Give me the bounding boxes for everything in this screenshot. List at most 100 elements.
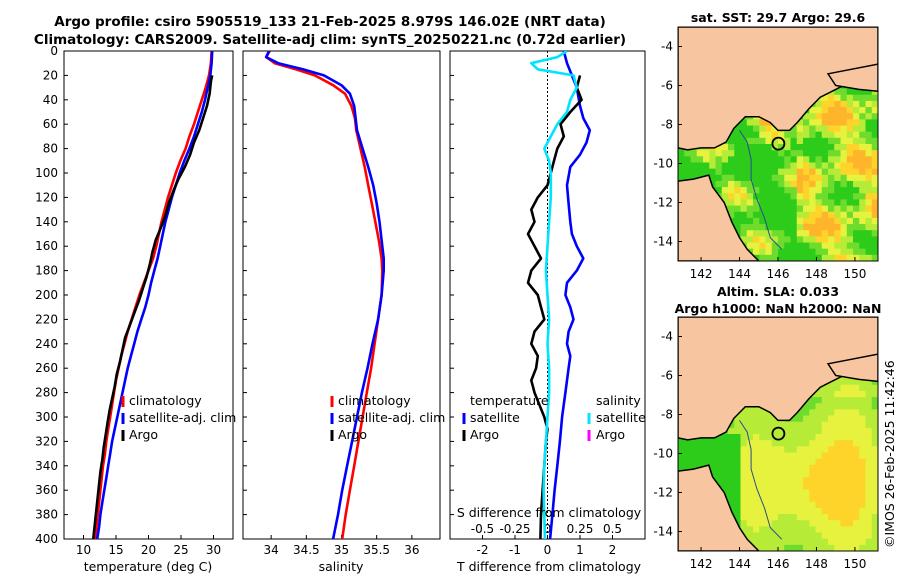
sla-cell	[846, 477, 854, 484]
sla-cell	[790, 538, 798, 546]
sla-cell	[734, 415, 742, 423]
sst-cell	[784, 217, 792, 225]
sla-cell	[865, 421, 873, 429]
sst-cell	[771, 180, 779, 188]
sla-cell	[703, 452, 710, 460]
sst-cell	[784, 242, 792, 250]
sla-cell	[834, 452, 842, 460]
sst-cell	[821, 100, 829, 108]
depth-ytick-label: 240	[35, 337, 58, 351]
sla-cell	[859, 464, 867, 472]
sla-cell	[765, 464, 773, 472]
sst-cell	[765, 187, 773, 194]
sla-cell	[753, 477, 760, 484]
sla-cell	[859, 470, 867, 478]
sst-cell	[834, 100, 842, 108]
sla-cell	[778, 477, 785, 484]
sst-cell	[840, 254, 848, 261]
sst-cell	[859, 88, 867, 96]
sst-cell	[728, 211, 735, 219]
sst-cell	[740, 174, 748, 182]
sla-cell	[840, 507, 848, 515]
sla-cell	[759, 532, 767, 540]
sst-cell	[865, 156, 873, 164]
sla-cell	[853, 415, 860, 423]
sst-cell	[859, 168, 867, 176]
sst-cell	[834, 119, 842, 127]
sst-cell	[790, 211, 798, 219]
sla-cell	[809, 452, 817, 460]
sst-cell	[834, 187, 842, 194]
sla-cell	[821, 538, 829, 546]
sst-cell	[828, 242, 835, 250]
sst-cell	[840, 248, 848, 256]
sst-cell	[859, 150, 867, 157]
sla-cell	[809, 458, 817, 466]
sst-cell	[840, 131, 848, 139]
sla-cell	[746, 532, 754, 540]
sla-cell	[778, 483, 785, 491]
sst-cell	[778, 131, 785, 139]
sst-cell	[828, 254, 835, 261]
sla-cell	[859, 526, 867, 534]
sla-cell	[759, 458, 767, 466]
depth-ytick-label: 380	[35, 508, 58, 522]
sst-cell	[828, 125, 835, 133]
sst-cell	[834, 156, 842, 164]
sst-cell	[859, 137, 867, 145]
sst-cell	[809, 174, 817, 182]
sst-cell	[809, 242, 817, 250]
sst-cell	[803, 174, 810, 182]
difference-xtick-label: -2	[477, 543, 489, 557]
sst-cell	[753, 230, 760, 237]
sst-cell	[859, 248, 867, 256]
sla-cell	[840, 397, 848, 404]
sla-cell	[871, 464, 878, 472]
sla-cell	[809, 427, 817, 435]
sla-cell	[828, 440, 835, 447]
sla-cell	[853, 440, 860, 447]
sla-cell	[853, 514, 860, 521]
sla-cell	[865, 538, 873, 546]
sla-cell	[846, 421, 854, 429]
sst-cell	[796, 180, 804, 188]
sst-cell	[809, 180, 817, 188]
sst-cell	[859, 230, 867, 237]
sla-cell	[746, 446, 754, 454]
sst-cell	[809, 211, 817, 219]
sst-cell	[853, 150, 860, 157]
sla-cell	[815, 464, 823, 472]
sst-cell	[803, 236, 810, 244]
sla-cell	[834, 489, 842, 497]
sst-cell	[740, 168, 748, 176]
sst-cell	[790, 217, 798, 225]
sla-cell	[853, 532, 860, 540]
sla-cell	[778, 526, 785, 534]
sla-cell	[871, 397, 878, 404]
sla-cell	[696, 446, 704, 454]
sla-ytick-label: -4	[661, 330, 673, 344]
sst-cell	[809, 131, 817, 139]
sla-cell	[815, 477, 823, 484]
sst-cell	[815, 187, 823, 194]
sst-cell	[828, 187, 835, 194]
sla-cell	[734, 470, 742, 478]
sla-cell	[771, 434, 779, 441]
sla-cell	[840, 421, 848, 429]
sst-cell	[771, 217, 779, 225]
sla-cell	[734, 421, 742, 429]
sla-cell	[821, 470, 829, 478]
sst-cell	[746, 131, 754, 139]
sst-xtick-label: 146	[767, 267, 790, 281]
sst-cell	[865, 162, 873, 170]
sst-cell	[803, 242, 810, 250]
sla-cell	[809, 446, 817, 454]
sst-cell	[740, 224, 748, 231]
sla-cell	[859, 495, 867, 503]
sst-cell	[771, 137, 779, 145]
sst-ytick-label: -12	[653, 196, 673, 210]
sla-cell	[846, 452, 854, 460]
sst-cell	[846, 119, 854, 127]
sst-cell	[840, 137, 848, 145]
